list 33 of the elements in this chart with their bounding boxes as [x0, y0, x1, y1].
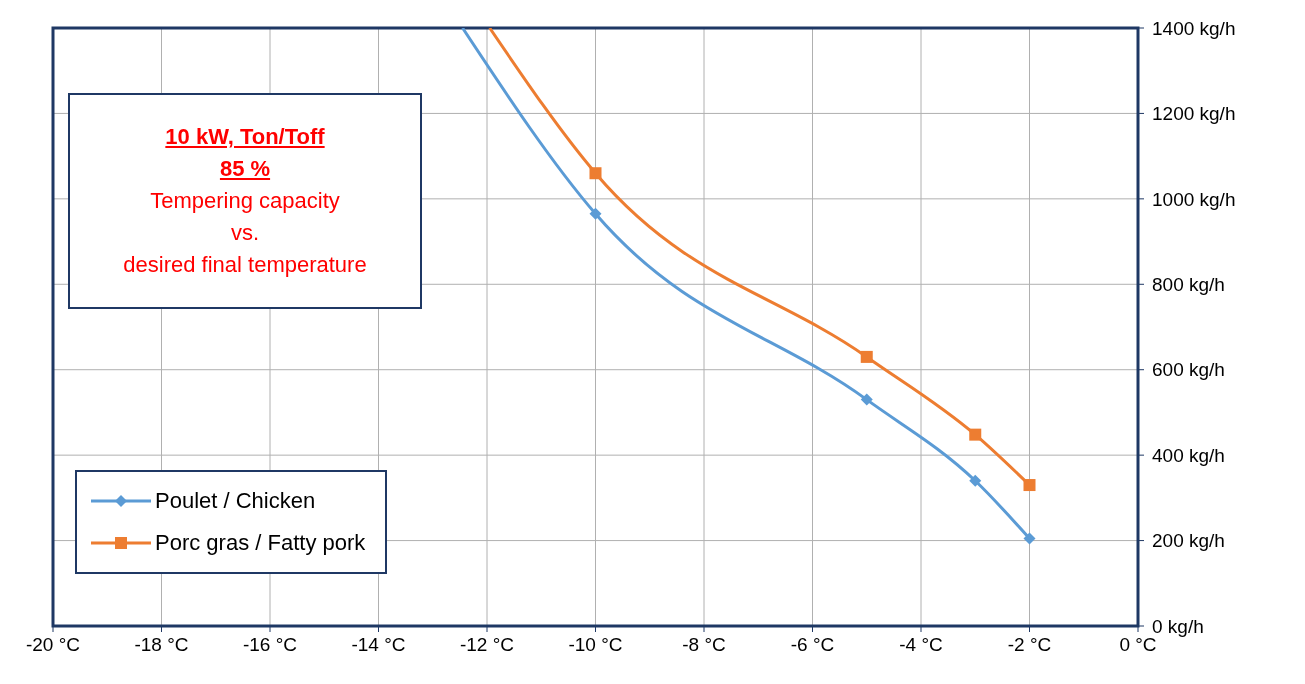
y-tick-label: 800 kg/h	[1152, 274, 1225, 296]
point	[1023, 532, 1036, 545]
point	[969, 474, 982, 487]
y-tick-label: 400 kg/h	[1152, 444, 1225, 466]
point	[1023, 479, 1036, 492]
x-tick-label: -2 °C	[1007, 634, 1052, 656]
x-tick-label: -10 °C	[568, 634, 623, 656]
x-tick-label: -14 °C	[351, 634, 406, 656]
annotation: desired final temperature	[122, 251, 368, 279]
legend-label: Poulet / Chicken	[155, 488, 316, 514]
y-tick-label: 1200 kg/h	[1152, 103, 1236, 125]
point	[860, 393, 873, 406]
y-tick-label: 0 kg/h	[1152, 615, 1204, 637]
point	[860, 350, 873, 363]
x-tick-label: -20 °C	[25, 634, 81, 656]
annotation: vs.	[229, 219, 261, 247]
x-tick-label: -6 °C	[790, 634, 835, 656]
point	[589, 167, 602, 180]
y-tick-label: 200 kg/h	[1152, 530, 1225, 552]
point	[969, 428, 982, 441]
x-tick-label: -16 °C	[242, 634, 298, 656]
y-tick-label: 1000 kg/h	[1152, 188, 1236, 210]
text-box: 10 kW, Ton/Toff 85 % Tempering capacity vs. desired final temperature	[68, 93, 422, 309]
annotation: Tempering capacity	[149, 187, 341, 215]
x-tick-label: -4 °C	[899, 634, 943, 656]
y-tick-label: 1400 kg/h	[1152, 17, 1236, 39]
x-tick-label: -8 °C	[682, 634, 726, 656]
x-tick-label: -12 °C	[459, 634, 515, 656]
x-tick-label: 0 °C	[1119, 634, 1157, 656]
y-tick-label: 600 kg/h	[1152, 359, 1225, 381]
x-tick-label: -18 °C	[134, 634, 189, 656]
legend-label: Porc gras / Fatty pork	[155, 530, 366, 556]
point	[589, 207, 602, 220]
